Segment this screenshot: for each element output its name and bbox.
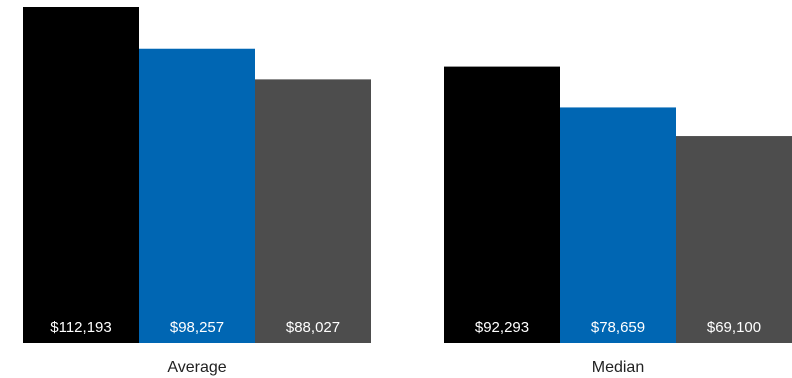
bar-value-label: $78,659 (591, 319, 645, 336)
bar-labels-layer: $112,193 $98,257 $88,027 $92,293 $78,659 $69,… (50, 319, 761, 336)
bar-median-3 (676, 136, 792, 343)
bar-median-1 (444, 66, 560, 344)
bar-value-label: $112,193 (50, 319, 111, 336)
bar-value-label: $98,257 (170, 319, 224, 336)
bar-value-label: $92,293 (475, 319, 529, 336)
category-label-median: Median (592, 359, 644, 376)
bar-average-1 (23, 7, 139, 343)
bar-average-2 (139, 48, 255, 343)
bar-value-label: $69,100 (707, 319, 761, 336)
bar-median-2 (560, 107, 676, 343)
bar-value-label: $88,027 (286, 319, 340, 336)
category-label-average: Average (167, 359, 226, 376)
category-labels-layer: Average Median (167, 359, 644, 376)
bar-average-3 (255, 79, 371, 343)
bars-layer (23, 7, 792, 344)
